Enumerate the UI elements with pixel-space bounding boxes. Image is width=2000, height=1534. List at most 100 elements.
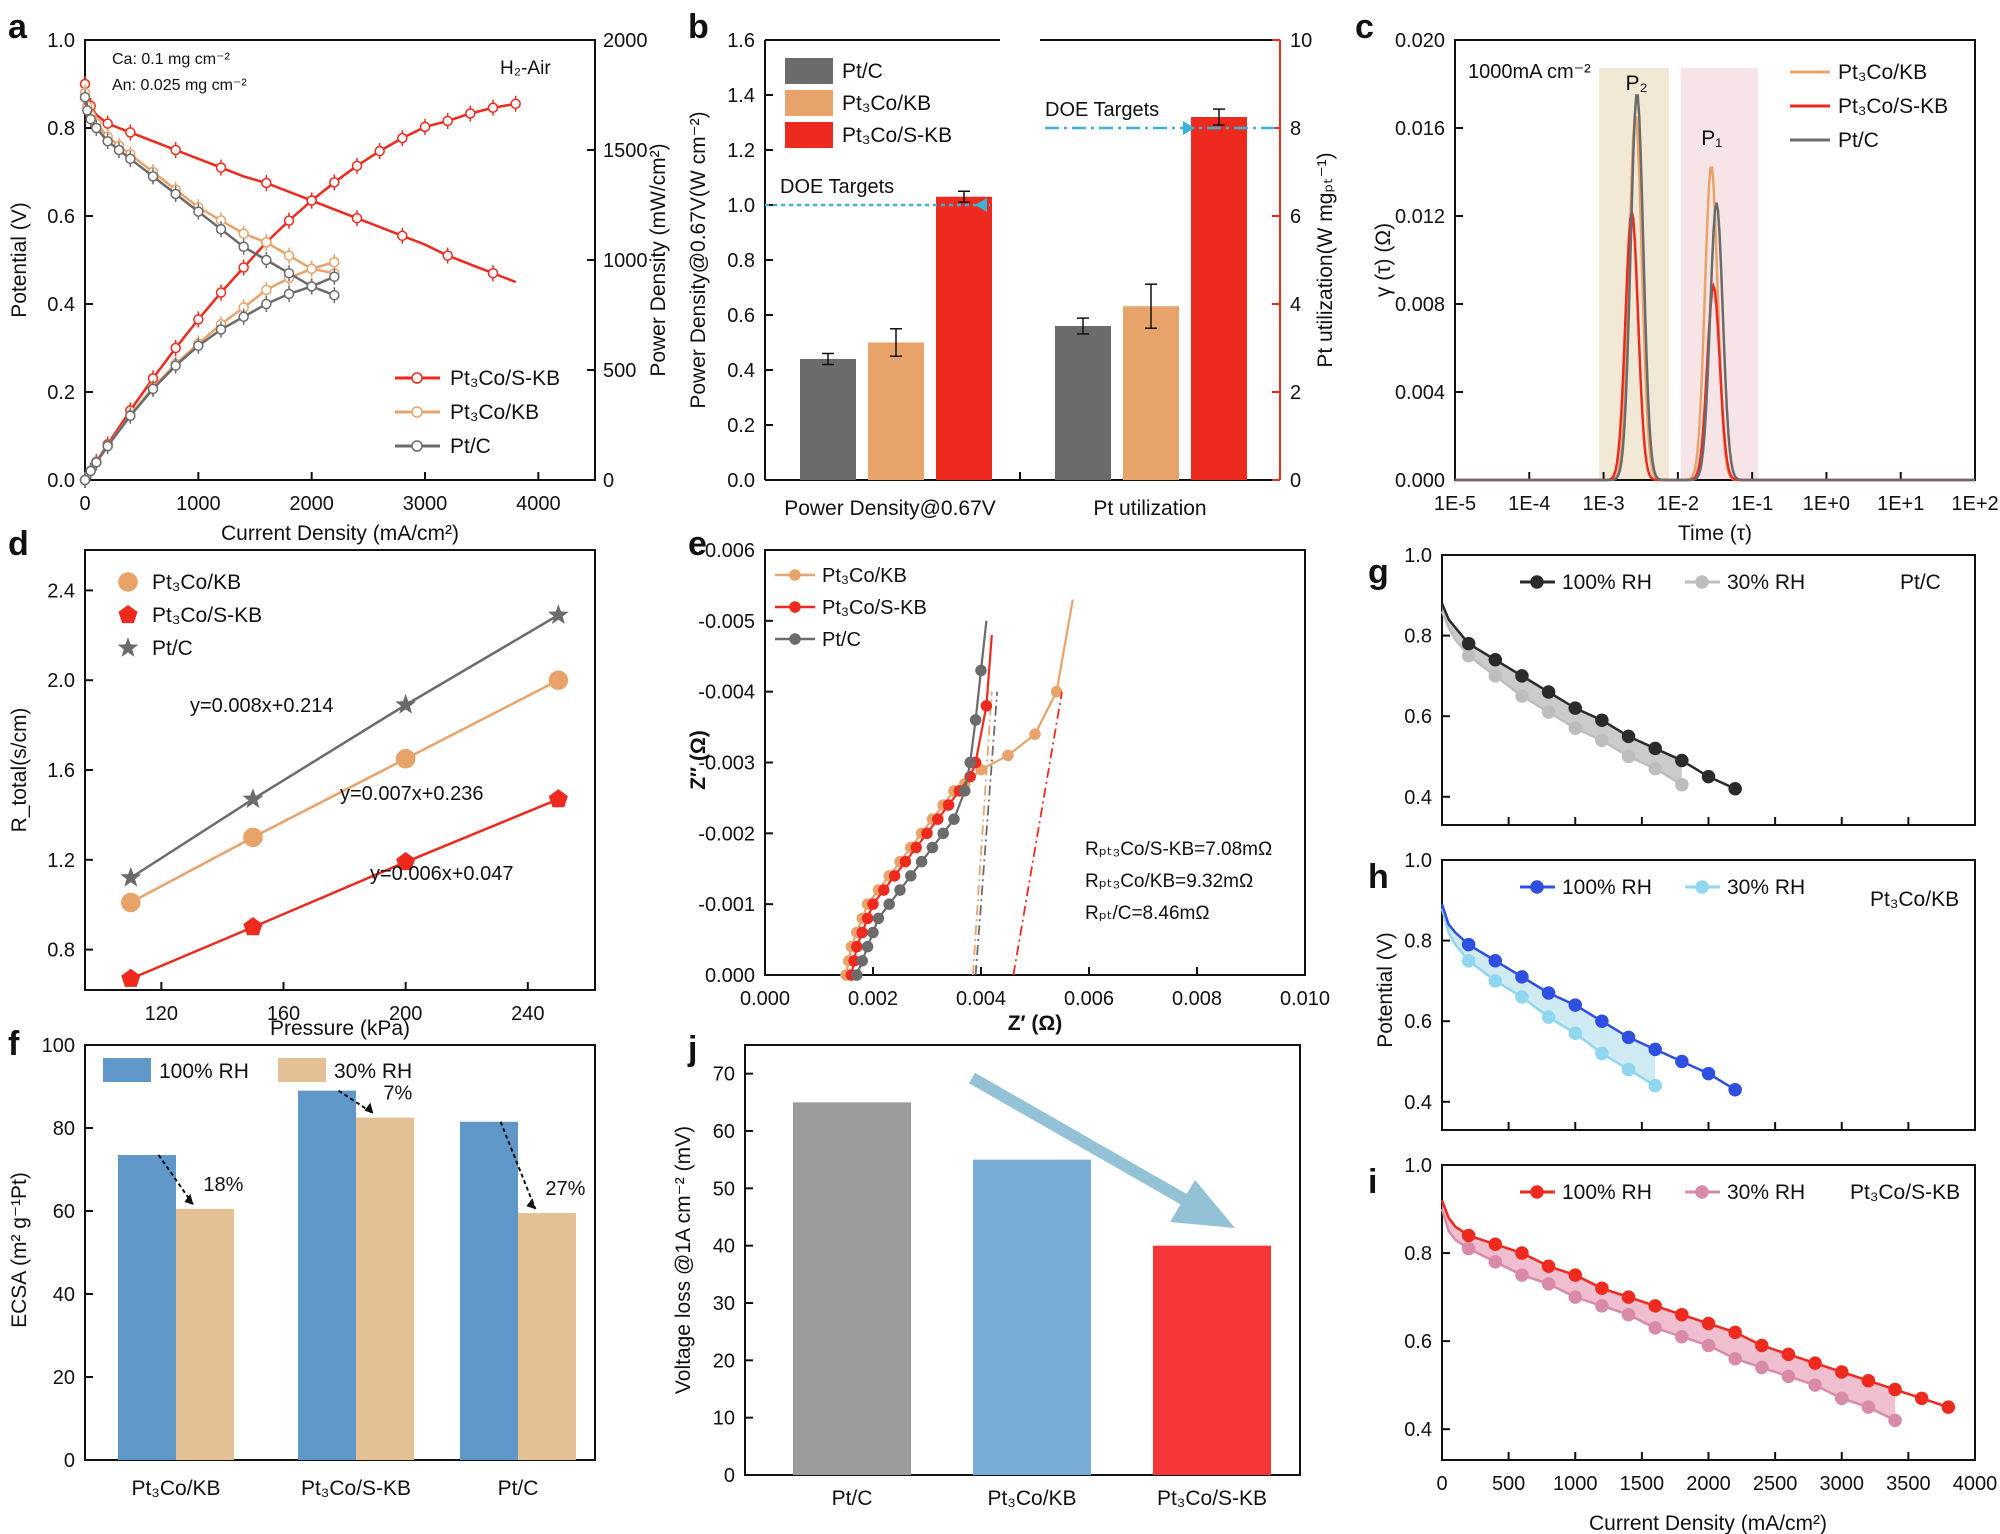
legend-marker: [789, 633, 801, 645]
x-tick-label: 4000: [516, 493, 561, 515]
data-point: [1568, 1268, 1582, 1282]
data-point: [1648, 1042, 1662, 1057]
data-point: [1515, 669, 1529, 683]
rh-gap-fill: [1442, 603, 1682, 785]
y-tick-label: 2.4: [47, 580, 75, 602]
x-tick-label: 120: [145, 1003, 178, 1025]
bar-2-0: [936, 196, 992, 480]
data-point: [926, 841, 939, 854]
data-point: [242, 788, 264, 809]
y-tick-label: 1.0: [727, 195, 755, 217]
panel-label: d: [8, 525, 29, 563]
data-point: [1728, 1082, 1742, 1097]
subplot-title: Pt₃Co/KB: [1870, 888, 1959, 911]
data-point: [1568, 701, 1582, 715]
x-tick-label: 1E-2: [1657, 493, 1699, 515]
data-point: [1568, 1026, 1582, 1041]
subplot-title: Pt/C: [1900, 571, 1941, 594]
data-point: [932, 813, 944, 825]
power-point: [215, 324, 227, 335]
legend-label: Pt₃Co/S-KB: [152, 604, 262, 627]
bar-1-0: [298, 1090, 356, 1460]
data-point: [888, 870, 901, 882]
power-point: [351, 160, 363, 172]
data-point: [1568, 721, 1582, 736]
power-point: [170, 342, 181, 354]
x-tick-label: 1E+2: [1951, 493, 1998, 515]
y-tick-label: 0.8: [1404, 931, 1432, 953]
legend-label: 30% RH: [334, 1060, 412, 1083]
power-point: [215, 287, 227, 298]
polarization-point: [170, 144, 181, 156]
power-point: [261, 284, 272, 296]
polarization-point: [261, 254, 272, 266]
y-tick-label: 20: [53, 1367, 75, 1389]
bar-0: [793, 1102, 911, 1475]
power-point: [147, 383, 159, 395]
data-point: [396, 852, 416, 871]
legend-swatch: [785, 58, 833, 84]
data-point: [1488, 974, 1503, 988]
data-point: [1861, 1373, 1876, 1388]
data-point: [878, 884, 890, 896]
legend-label: Pt₃Co/KB: [822, 565, 907, 587]
data-point: [1808, 1356, 1822, 1370]
y-axis-label: R_total(s/cm): [8, 708, 31, 833]
data-point: [1835, 1391, 1849, 1406]
x-axis-label: Current Density (mA/cm²): [1589, 1512, 1827, 1534]
data-point: [1728, 781, 1742, 796]
data-point: [1755, 1338, 1769, 1353]
bar-1-1: [1123, 306, 1179, 480]
data-point: [1050, 685, 1063, 698]
target-arrow: [1183, 121, 1195, 135]
legend-label: 100% RH: [159, 1060, 249, 1083]
data-point: [1515, 990, 1529, 1004]
panel-label: h: [1368, 858, 1389, 896]
group-label: Pt utilization: [1093, 497, 1206, 520]
legend-marker: [789, 601, 801, 613]
y2-tick-label: 1000: [603, 250, 648, 272]
y-tick-label: 1.0: [47, 30, 75, 52]
data-point: [1541, 1277, 1556, 1291]
category-label: Pt/C: [832, 1487, 873, 1510]
x-tick-label: 200: [389, 1003, 422, 1025]
data-point: [1488, 653, 1503, 667]
data-point: [1728, 1351, 1742, 1366]
legend-label: Pt₃Co/KB: [1838, 61, 1927, 84]
y-tick-label: 0.8: [727, 250, 755, 272]
y2-tick-label: 10: [1290, 30, 1312, 52]
panel-label: c: [1355, 8, 1374, 46]
drt-curve-2: [1455, 94, 1975, 482]
y-tick-label: 0.4: [727, 360, 755, 382]
data-point: [1461, 1241, 1476, 1256]
bar-2-0: [460, 1121, 518, 1460]
y-axis-label: γ (τ) (Ω): [1372, 223, 1395, 297]
power-point: [125, 410, 136, 422]
polarization-point: [82, 105, 93, 116]
data-point: [1675, 777, 1689, 792]
power-point: [102, 440, 113, 452]
fit-line: [974, 691, 999, 976]
y-axis-label: Power Density (mW/cm²): [647, 143, 670, 376]
polarization-point: [261, 237, 272, 248]
y-tick-label: 0.008: [1395, 294, 1445, 316]
data-point: [1701, 1316, 1716, 1331]
polarization-point: [351, 212, 363, 224]
bar-0-0: [118, 1154, 176, 1460]
data-point: [1621, 1307, 1636, 1322]
target-label: DOE Targets: [1045, 99, 1159, 121]
data-point: [243, 827, 263, 848]
category-label: Pt₃Co/S-KB: [301, 1477, 411, 1500]
data-point: [856, 955, 868, 967]
data-point: [1675, 1329, 1689, 1344]
data-point: [915, 855, 928, 868]
bar-2: [1153, 1245, 1271, 1475]
polarization-curve-1: [83, 92, 335, 275]
category-label: Pt₃Co/S-KB: [1157, 1487, 1267, 1510]
subplot-title: Pt₃Co/S-KB: [1850, 1181, 1960, 1204]
data-point: [1701, 1338, 1716, 1353]
x-tick-label: 0.000: [740, 988, 790, 1010]
data-point: [1515, 1246, 1529, 1260]
data-point: [1621, 1062, 1636, 1077]
